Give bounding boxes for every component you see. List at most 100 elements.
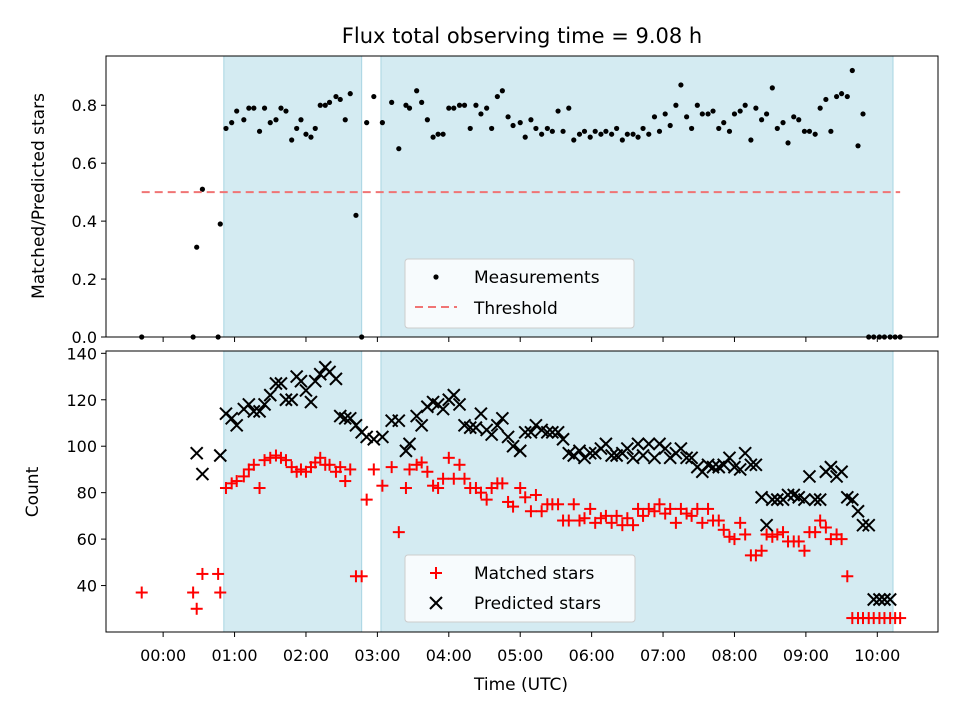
measurements-point [828, 128, 834, 134]
predicted-stars-point [224, 411, 239, 426]
measurements-point [403, 102, 409, 108]
predicted-stars-point [851, 504, 865, 518]
measurements-point [656, 128, 663, 134]
predicted-stars-point [242, 397, 256, 412]
matched-stars-point [760, 528, 773, 541]
measurements-point [684, 114, 690, 120]
matched-stars-point [621, 512, 634, 525]
measurements-point [731, 111, 738, 117]
predicted-stars-point [802, 469, 817, 484]
measurements-point [742, 102, 748, 108]
bot-y-tick-label: 120 [66, 391, 97, 410]
matched-stars-point [734, 516, 747, 529]
matched-stars-point [264, 451, 277, 464]
measurements-point [261, 105, 268, 111]
predicted-stars-point [738, 446, 752, 460]
predicted-stars-point [813, 492, 827, 507]
matched-stars-point [835, 533, 848, 546]
x-tick-label: 02:00 [283, 646, 329, 665]
matched-stars-point [237, 470, 250, 483]
matched-stars-point [190, 602, 203, 615]
predicted-stars-point [495, 411, 510, 426]
matched-stars-point [605, 516, 618, 529]
measurements-point [217, 221, 223, 227]
predicted-stars-point [284, 393, 299, 407]
matched-stars-point [507, 500, 520, 513]
measurements-point [379, 120, 385, 126]
measurements-point [817, 105, 823, 111]
predicted-stars-point [294, 374, 308, 388]
predicted-stars-point [501, 430, 515, 444]
predicted-stars-point [409, 409, 424, 423]
matched-stars-point [610, 509, 623, 522]
predicted-stars-point [484, 427, 499, 442]
measurements-point [662, 111, 668, 117]
predicted-stars-point [274, 376, 288, 391]
matched-stars-point [669, 516, 682, 529]
predicted-stars-point [867, 592, 881, 607]
measurements-point [849, 67, 855, 74]
x-tick-label: 06:00 [569, 646, 615, 665]
matched-stars-point [458, 472, 471, 485]
measurements-point [801, 128, 808, 134]
measurements-point [759, 117, 765, 123]
matched-stars-point [728, 533, 741, 546]
matched-stars-point [712, 514, 725, 527]
measurements-point [587, 134, 593, 140]
matched-stars-point [777, 526, 790, 539]
measurements-point [812, 131, 818, 137]
measurements-point [337, 96, 343, 103]
measurements-point [303, 131, 309, 137]
predicted-stars-point [269, 376, 283, 391]
measurements-point [505, 114, 511, 120]
measurements-point [769, 85, 775, 91]
predicted-stars-point [674, 441, 688, 456]
legend-label-matched: Matched stars [474, 564, 594, 584]
predicted-stars-point [754, 490, 769, 505]
measurements-point [456, 102, 463, 108]
matched-stars-point [334, 461, 347, 474]
matched-stars-point [653, 498, 666, 511]
measurements-point [764, 111, 770, 117]
predicted-stars-point [781, 488, 795, 502]
measurements-point [267, 120, 273, 126]
measurements-point [308, 134, 314, 140]
matched-stars-point [214, 586, 227, 599]
measurements-point [699, 111, 705, 117]
predicted-stars-point [679, 451, 694, 465]
legend-label-measurements: Measurements [474, 268, 600, 288]
matched-stars-point [253, 482, 266, 495]
measurements-point [555, 108, 561, 114]
matched-stars-point [415, 456, 428, 469]
matched-stars-point [524, 505, 537, 518]
measurements-point [283, 108, 289, 114]
measurements-point [430, 134, 436, 140]
matched-stars-point [648, 505, 661, 518]
top-y-ticks: 0.0 0.2 0.4 0.6 0.8 [72, 96, 106, 347]
predicted-stars-point [257, 397, 272, 412]
measurements-point [566, 105, 572, 111]
predicted-stars-point [513, 444, 527, 458]
measurements-point [317, 102, 323, 108]
x-tick-label: 04:00 [426, 646, 472, 665]
measurements-point [619, 137, 625, 143]
predicted-stars-point [872, 592, 887, 607]
measurements-point [446, 105, 452, 111]
predicted-stars-point [647, 451, 662, 465]
predicted-stars-point [770, 492, 785, 507]
measurements-point [199, 186, 206, 192]
top-y-tick-label: 0.2 [72, 270, 97, 289]
measurements-point [273, 117, 279, 123]
matched-stars-point [702, 502, 715, 515]
matched-stars-point [696, 516, 709, 529]
measurements-point [598, 131, 604, 137]
predicted-stars-point [463, 420, 477, 435]
measurements-point [533, 125, 539, 132]
predicted-stars-point [744, 458, 758, 472]
matched-stars-point [442, 451, 455, 464]
predicted-stars-point [229, 418, 244, 433]
measurements-point [499, 88, 505, 94]
matched-stars-point [814, 514, 827, 527]
predicted-stars-point [469, 420, 483, 435]
